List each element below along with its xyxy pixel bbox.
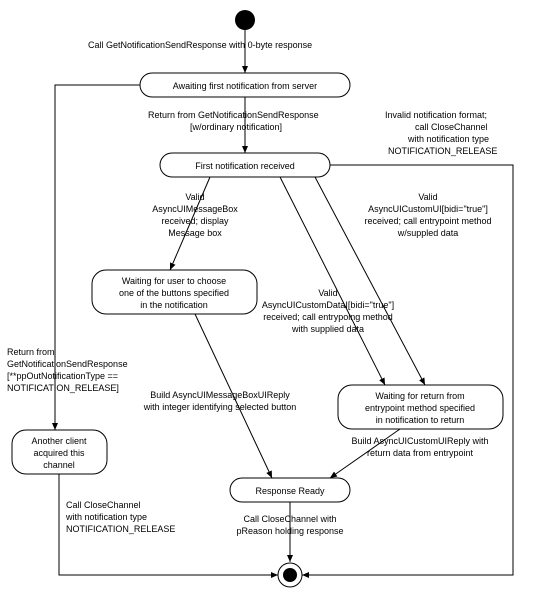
- edge-invalid-l1: Invalid notification format;: [385, 110, 487, 120]
- edge-customui-l2: AsyncUICustomUI[bidi="true"]: [368, 204, 488, 214]
- edge-customdata-l2: AsyncUICustomDataI[bidi="true"]: [262, 300, 394, 310]
- edge-customdata-l1: Valid: [318, 288, 337, 298]
- edge-another-end-l2: with notification type: [65, 512, 147, 522]
- edge-another-end-l1: Call CloseChannel: [66, 500, 141, 510]
- node-waiting-return-l1: Waiting for return from: [375, 391, 464, 401]
- end-node-inner: [283, 568, 297, 582]
- edge-msgbox-l4: Message box: [168, 228, 222, 238]
- edge-customui-l1: Valid: [418, 192, 437, 202]
- edge-resp-end-l2: pReason holding response: [236, 526, 343, 536]
- node-another-l2: acquired this: [33, 448, 85, 458]
- edge-await-another-l4: NOTIFICATION_RELEASE]: [7, 383, 119, 393]
- edge-resp-end-l1: Call CloseChannel with: [243, 514, 336, 524]
- edge-await-another-l3: [**ppOutNotificationType ==: [7, 371, 118, 381]
- node-waiting-return-l2: entrypoint method specified: [365, 403, 475, 413]
- edge-msgbox-l1: Valid: [185, 192, 204, 202]
- node-waiting-user-l2: one of the buttons specified: [119, 288, 229, 298]
- edge-invalid-l2: call CloseChannel: [415, 122, 488, 132]
- edge-start-label: Call GetNotificationSendResponse with 0-…: [88, 40, 312, 50]
- edge-invalid-l3: with notification type: [407, 134, 489, 144]
- start-node: [235, 10, 255, 30]
- edge-another-end-l3: NOTIFICATION_RELEASE: [66, 524, 175, 534]
- edge-customdata-l4: with supplied data: [291, 324, 364, 334]
- edge-await-another-l2: GetNotificationSendResponse: [7, 359, 128, 369]
- node-awaiting-label: Awaiting first notification from server: [173, 81, 317, 91]
- edge-await-first-l2: [w/ordinary notification]: [190, 122, 282, 132]
- node-another-l1: Another client: [31, 436, 87, 446]
- edge-await-first-l1: Return from GetNotificationSendResponse: [148, 110, 319, 120]
- edge-invalid-l4: NOTIFICATION_RELEASE: [388, 146, 497, 156]
- edge-user-resp-l1: Build AsyncUIMessageBoxUIReply: [150, 390, 290, 400]
- edge-user-resp-l2: with integer identifying selected button: [143, 402, 297, 412]
- node-another-l3: channel: [43, 460, 75, 470]
- edge-customui-l4: w/suppled data: [397, 228, 459, 238]
- edge-msgbox-l3: received; display: [161, 216, 229, 226]
- edge-await-another-l1: Return from: [7, 347, 55, 357]
- edge-customdata-l3: received; call entrypoing method: [263, 312, 393, 322]
- edge-msgbox-l2: AsyncUIMessageBox: [152, 204, 238, 214]
- node-waiting-user-l3: in the notification: [140, 300, 208, 310]
- edge-return-resp-l2: return data from entrypoint: [367, 448, 474, 458]
- node-first-label: First notification received: [195, 161, 295, 171]
- edge-customui-l3: received; call entrypoint method: [364, 216, 491, 226]
- edge-return-resp-l1: Build AsyncUICustomUIReply with: [351, 436, 488, 446]
- node-waiting-user-l1: Waiting for user to choose: [122, 276, 226, 286]
- node-response-label: Response Ready: [255, 486, 325, 496]
- node-waiting-return-l3: in notification to return: [376, 415, 465, 425]
